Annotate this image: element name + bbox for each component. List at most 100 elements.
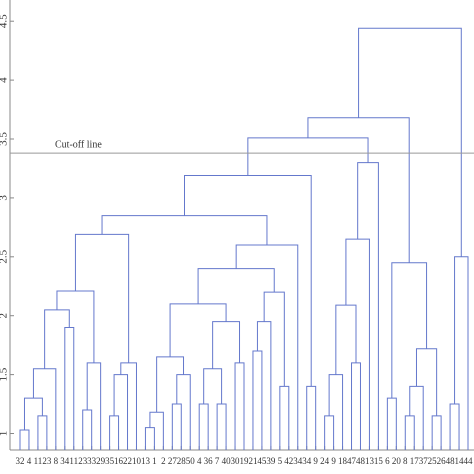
link bbox=[415, 348, 438, 416]
link bbox=[176, 374, 191, 450]
leaf-label: 33 bbox=[87, 456, 97, 466]
leaf-label: 25 bbox=[428, 456, 438, 466]
link bbox=[198, 403, 209, 450]
leaf-label: 2 bbox=[161, 456, 166, 466]
leaf-label: 21 bbox=[248, 456, 257, 466]
link bbox=[32, 368, 57, 450]
link bbox=[263, 291, 285, 387]
link bbox=[431, 415, 442, 450]
link bbox=[144, 427, 155, 450]
leaf-label: 42 bbox=[284, 456, 293, 466]
leaf-label: 11 bbox=[34, 456, 43, 466]
leaf-label: 48 bbox=[446, 456, 456, 466]
link bbox=[109, 415, 120, 450]
leaf-label: 32 bbox=[16, 456, 25, 466]
link bbox=[203, 368, 223, 405]
leaf-label: 29 bbox=[96, 456, 106, 466]
leaf-label: 40 bbox=[222, 456, 232, 466]
leaf-label: 39 bbox=[266, 456, 276, 466]
link bbox=[351, 362, 361, 450]
leaf-label: 14 bbox=[455, 456, 465, 466]
leaf-label: 19 bbox=[240, 456, 250, 466]
link bbox=[335, 304, 357, 375]
y-tick-label: 4.5 bbox=[0, 14, 10, 28]
link bbox=[120, 362, 137, 450]
link bbox=[234, 362, 245, 450]
y-tick-label: 2.5 bbox=[0, 249, 10, 263]
y-tick-label: 2 bbox=[0, 313, 10, 319]
link bbox=[324, 415, 335, 450]
leaf-label: 9 bbox=[331, 456, 336, 466]
y-tick-label: 1 bbox=[0, 431, 10, 437]
link bbox=[56, 290, 95, 363]
leaf-label: 8 bbox=[403, 456, 408, 466]
leaf-label: 44 bbox=[464, 456, 474, 466]
link bbox=[74, 233, 130, 363]
leaf-label: 36 bbox=[204, 456, 214, 466]
leaf-label: 9 bbox=[313, 456, 318, 466]
link bbox=[256, 321, 272, 450]
leaf-label: 15 bbox=[374, 456, 384, 466]
link bbox=[169, 303, 227, 357]
leaf-label: 22 bbox=[123, 456, 132, 466]
leaf-label: 23 bbox=[42, 456, 52, 466]
link bbox=[216, 403, 227, 450]
leaf-label: 4 bbox=[197, 456, 202, 466]
leaf-label: 8 bbox=[54, 456, 59, 466]
link bbox=[252, 350, 263, 450]
link bbox=[44, 309, 70, 369]
leaf-label: 13 bbox=[141, 456, 151, 466]
leaf-label: 34 bbox=[293, 456, 303, 466]
leaf-label: 7 bbox=[215, 456, 220, 466]
leaf-label: 45 bbox=[257, 456, 267, 466]
link bbox=[82, 409, 93, 450]
leaf-label: 35 bbox=[105, 456, 115, 466]
leaf-label: 34 bbox=[60, 456, 70, 466]
link bbox=[23, 397, 43, 430]
link bbox=[149, 411, 164, 450]
leaf-label: 10 bbox=[132, 456, 142, 466]
leaf-label: 1 bbox=[152, 456, 157, 466]
leaf-label: 5 bbox=[278, 456, 283, 466]
leaf-label: 23 bbox=[78, 456, 88, 466]
y-tick-label: 4 bbox=[0, 77, 10, 83]
link bbox=[306, 385, 317, 450]
leaf-label: 30 bbox=[231, 456, 241, 466]
leaf-label: 4 bbox=[27, 456, 32, 466]
leaf-label: 50 bbox=[186, 456, 196, 466]
link bbox=[345, 238, 370, 450]
leaf-label: 20 bbox=[392, 456, 402, 466]
link bbox=[247, 137, 369, 176]
link bbox=[386, 397, 397, 450]
leaf-label: 27 bbox=[168, 456, 178, 466]
link bbox=[184, 175, 312, 387]
link bbox=[391, 262, 428, 399]
link bbox=[19, 429, 30, 450]
link bbox=[212, 321, 241, 369]
leaf-label: 34 bbox=[302, 456, 312, 466]
leaf-label: 6 bbox=[385, 456, 390, 466]
link bbox=[64, 326, 75, 450]
y-tick-label: 3 bbox=[0, 195, 10, 201]
link bbox=[328, 374, 344, 450]
link bbox=[409, 385, 424, 450]
link bbox=[197, 268, 275, 304]
link bbox=[37, 415, 48, 450]
leaf-label: 17 bbox=[410, 456, 420, 466]
leaf-label: 16 bbox=[114, 456, 124, 466]
leaf-label: 18 bbox=[338, 456, 348, 466]
leaf-label: 37 bbox=[419, 456, 429, 466]
link bbox=[404, 415, 415, 450]
annotation: Cut-off line bbox=[55, 139, 102, 150]
leaf-label: 26 bbox=[437, 456, 447, 466]
leaf-label: 11 bbox=[69, 456, 78, 466]
leaf-label: 13 bbox=[365, 456, 375, 466]
leaf-label: 48 bbox=[356, 456, 366, 466]
y-tick-label: 3.5 bbox=[0, 132, 10, 146]
leaf-label: 28 bbox=[177, 456, 187, 466]
link bbox=[113, 374, 129, 450]
link bbox=[454, 256, 469, 450]
y-tick-label: 1.5 bbox=[0, 367, 10, 381]
link bbox=[86, 362, 102, 450]
link bbox=[101, 215, 268, 246]
